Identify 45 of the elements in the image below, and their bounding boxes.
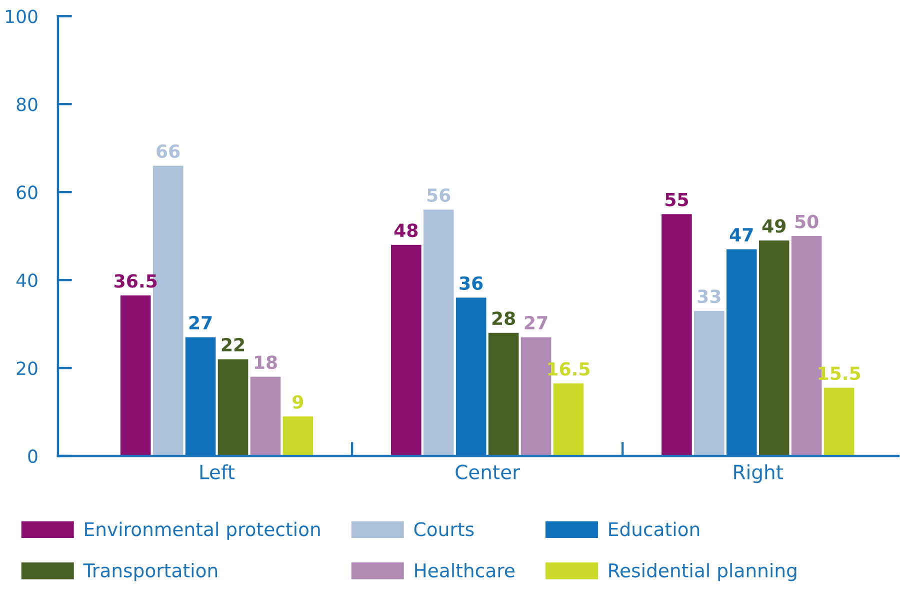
data-label: 28 [492, 312, 515, 326]
bar [758, 240, 790, 456]
y-tick-label: 80 [16, 98, 38, 112]
bar [250, 376, 281, 456]
bar [120, 295, 151, 456]
bar [694, 310, 724, 456]
data-label: 48 [394, 224, 418, 238]
y-tick-label: 40 [16, 274, 38, 288]
data-label: 36.5 [114, 274, 157, 288]
bar [553, 383, 584, 456]
x-tick-label: Right [734, 464, 784, 484]
bar [218, 359, 248, 456]
data-label: 66 [156, 144, 180, 158]
x-tick-label: Left [200, 464, 235, 480]
data-label: 33 [698, 290, 720, 304]
legend-label: Residential planning [609, 562, 796, 582]
data-label: 49 [762, 219, 786, 233]
bar [423, 210, 454, 456]
data-label: 47 [730, 228, 753, 242]
data-label: 27 [189, 316, 212, 330]
legend-label: Environmental protection [85, 522, 320, 540]
data-label: 36 [460, 276, 483, 290]
legend-label: Courts [414, 522, 474, 536]
data-label: 50 [795, 214, 818, 228]
x-tick-label: Center [456, 464, 520, 480]
y-tick-label: 0 [28, 449, 38, 464]
y-tick-label: 100 [6, 10, 38, 24]
y-tick-label: 60 [16, 186, 38, 200]
bar [391, 244, 422, 456]
legend-label: Transportation [83, 562, 218, 582]
bar [662, 214, 692, 456]
legend-label: Education [609, 522, 700, 536]
bar [488, 332, 519, 456]
data-label: 22 [222, 338, 244, 352]
bar [282, 416, 314, 456]
data-label: 56 [427, 188, 450, 202]
data-label: 27 [524, 316, 548, 330]
bar [824, 388, 854, 456]
data-label: 9 [292, 395, 304, 409]
data-label: 16.5 [548, 362, 590, 376]
data-label: 15.5 [818, 366, 860, 380]
data-label: 55 [666, 192, 688, 206]
y-tick-label: 20 [16, 361, 38, 376]
legend-label: Healthcare [415, 562, 514, 578]
data-label: 18 [254, 355, 277, 370]
